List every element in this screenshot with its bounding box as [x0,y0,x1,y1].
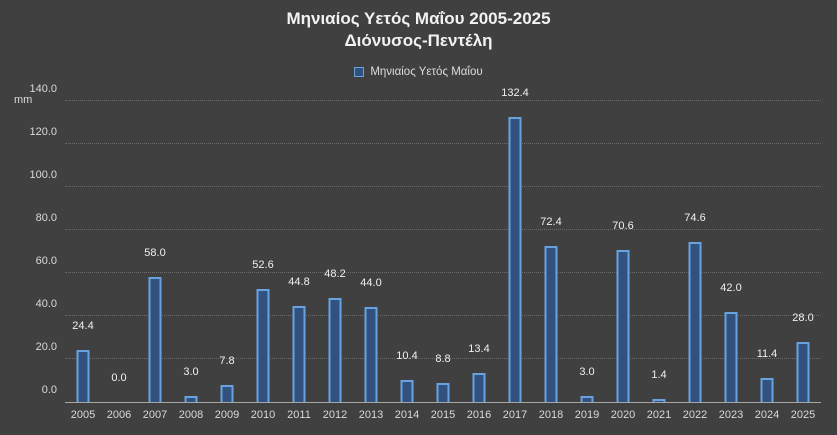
gridline [65,186,821,187]
bar-value-label: 24.4 [72,319,94,332]
chart-title-line2: Διόνυσος-Πεντέλη [344,31,493,51]
bar-value-label: 70.6 [612,220,634,233]
y-tick-label: 60.0 [35,255,57,267]
bar-2008 [184,395,198,402]
gridline [65,358,821,359]
bar-2021 [652,399,666,402]
bar-2014 [400,379,414,402]
x-tick-label: 2010 [250,409,276,421]
bar-value-label: 44.8 [288,275,310,288]
x-tick-label: 2005 [70,409,96,421]
bar-2024 [760,377,774,402]
bar-2009 [220,385,234,402]
plot-wrapper: 0.0 20.0 40.0 60.0 80.0 100.0 120.0 140.0 24.4 20… [29,83,821,421]
x-tick-label: 2015 [430,409,456,421]
chart-title-line1: Μηνιαίος Υετός Μαΐου 2005-2025 [286,9,551,28]
x-tick-label: 2014 [394,409,420,421]
bar-value-label: 10.4 [396,349,418,362]
x-tick-label: 2020 [610,409,636,421]
x-tick-label: 2008 [178,409,204,421]
gridline [65,229,821,230]
bar-value-label: 42.0 [720,281,742,294]
bar-2005 [76,349,90,402]
legend-swatch-icon [354,67,365,77]
chart-title: Μηνιαίος Υετός Μαΐου 2005-2025 Διόνυσος-… [0,8,837,52]
bar-value-label: 1.4 [651,369,667,381]
bar-2025 [796,341,810,402]
gridline [65,315,821,316]
bar-2019 [580,395,594,402]
bar-2011 [292,305,306,402]
bar-value-label: 44.0 [360,277,382,290]
bar-2013 [364,307,378,402]
bar-value-label: 74.6 [684,211,706,224]
bar-2018 [544,246,558,402]
bar-value-label: 28.0 [792,311,814,324]
bar-value-label: 8.8 [435,353,451,366]
x-tick-label: 2023 [718,409,744,421]
x-tick-label: 2021 [646,409,672,421]
x-tick-label: 2018 [538,409,564,421]
bar-value-label: 3.0 [579,365,595,378]
bar-2010 [256,288,270,402]
x-tick-label: 2016 [466,409,492,421]
x-tick-label: 2013 [358,409,384,421]
x-tick-label: 2019 [574,409,600,421]
x-tick-label: 2024 [754,409,780,421]
chart-legend: Μηνιαίος Υετός Μαΐου [0,66,837,78]
y-axis-unit-label: mm [14,94,33,106]
x-tick-label: 2006 [106,409,132,421]
y-tick-label: 20.0 [35,341,57,353]
bar-2023 [724,311,738,402]
bar-2007 [148,277,162,402]
x-tick-label: 2011 [287,409,311,421]
y-tick-label: 0.0 [41,384,57,396]
bar-2020 [616,250,630,402]
gridline [65,272,821,273]
bar-2017 [508,117,522,402]
y-tick-label: 100.0 [29,169,57,181]
bar-2012 [328,298,342,402]
gridline [65,100,821,101]
bar-2015 [436,383,450,402]
bar-2016 [472,373,486,402]
bar-value-label: 52.6 [252,258,274,271]
gridline [65,143,821,144]
x-tick-label: 2007 [142,409,168,421]
legend-label: Μηνιαίος Υετός Μαΐου [370,66,483,78]
x-tick-label: 2022 [682,409,708,421]
bar-value-label: 3.0 [183,365,199,378]
bar-value-label: 72.4 [540,216,562,229]
x-tick-label: 2009 [214,409,240,421]
x-tick-label: 2025 [790,409,816,421]
y-tick-label: 140.0 [29,83,57,95]
bar-2022 [688,241,702,402]
bar-value-label: 58.0 [144,247,166,260]
bar-value-label: 0.0 [111,372,127,384]
bar-value-label: 48.2 [324,268,346,281]
x-tick-label: 2017 [502,409,528,421]
bar-value-label: 11.4 [756,347,778,360]
y-tick-label: 80.0 [35,212,57,224]
y-tick-label: 40.0 [35,298,57,310]
bar-value-label: 13.4 [468,343,490,356]
y-tick-label: 120.0 [29,126,57,138]
x-tick-label: 2012 [322,409,348,421]
bar-value-label: 132.4 [501,87,529,100]
bar-value-label: 7.8 [219,355,235,368]
plot-area: 0.0 20.0 40.0 60.0 80.0 100.0 120.0 140.0 24.4 20… [29,83,821,421]
